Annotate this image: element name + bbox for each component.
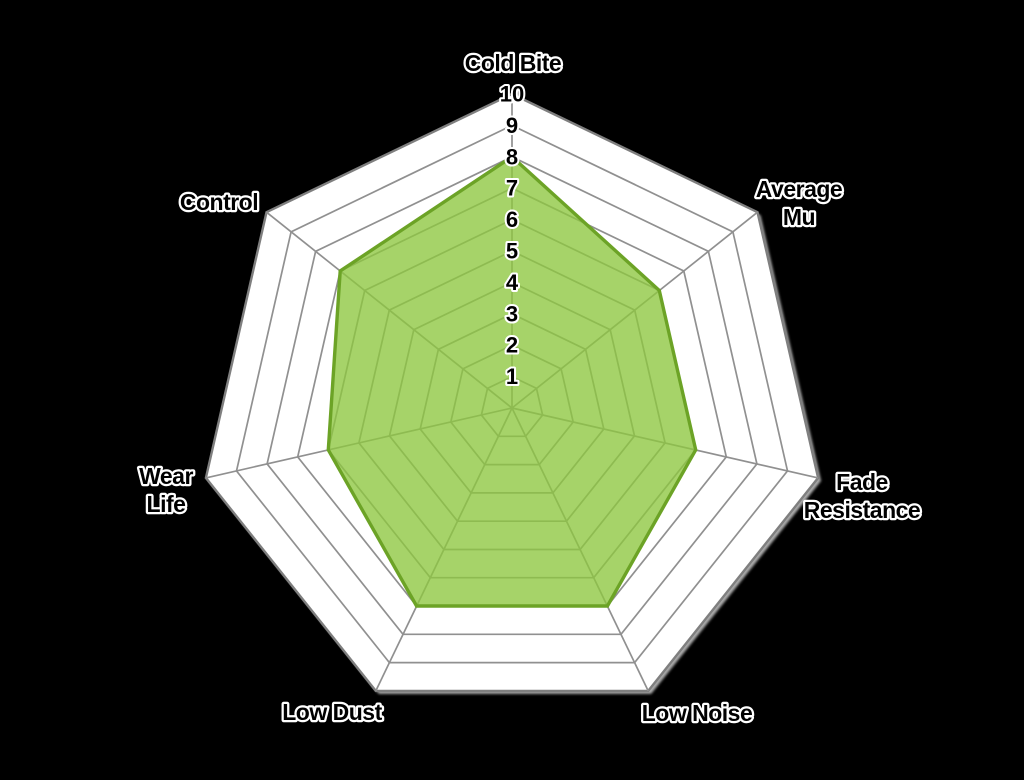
axis-label-group-3: Low Noise <box>639 698 755 729</box>
axis-label-average-mu: Mu <box>783 204 815 230</box>
tick-label-2: 2 <box>506 333 518 358</box>
tick-label-8: 8 <box>506 144 518 169</box>
tick-label-9: 9 <box>506 113 518 138</box>
axis-label-wear-life: Life <box>147 491 186 517</box>
tick-label-4: 4 <box>506 270 519 295</box>
tick-label-3: 3 <box>506 301 518 326</box>
axis-label-fade-resistance: Resistance <box>804 497 920 523</box>
tick-label-10: 10 <box>500 82 524 107</box>
tick-label-6: 6 <box>506 207 518 232</box>
axis-label-cold-bite: Cold Bite <box>465 50 561 76</box>
tick-label-5: 5 <box>506 239 518 264</box>
axis-label-wear-life: Wear <box>139 463 193 489</box>
axis-label-group-0: Cold Bite <box>463 48 564 79</box>
axis-label-low-noise: Low Noise <box>642 700 753 726</box>
grid-ring-9 <box>235 124 789 664</box>
axis-label-average-mu: Average <box>756 176 842 202</box>
grid-ring-10 <box>204 92 820 693</box>
tick-label-1: 1 <box>506 364 518 389</box>
axis-label-group-4: Low Dust <box>280 697 385 728</box>
axis-label-low-dust: Low Dust <box>282 699 382 725</box>
axis-label-group-6: Control <box>178 187 261 218</box>
tick-label-7: 7 <box>506 176 518 201</box>
axis-label-fade-resistance: Fade <box>836 469 888 495</box>
axis-label-control: Control <box>180 189 258 215</box>
data-polygon <box>326 154 698 608</box>
grid-ring-8 <box>266 155 758 636</box>
